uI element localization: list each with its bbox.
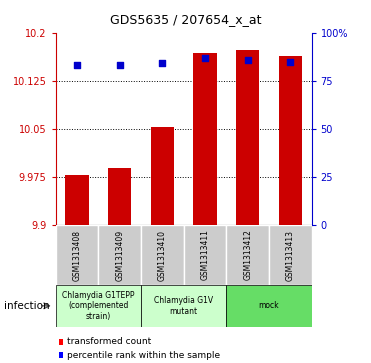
Bar — [59, 339, 63, 345]
Bar — [141, 225, 184, 285]
Bar — [56, 225, 98, 285]
Point — [202, 55, 208, 61]
Bar — [151, 127, 174, 225]
Text: Chlamydia G1TEPP
(complemented
strain): Chlamydia G1TEPP (complemented strain) — [62, 291, 135, 321]
Text: transformed count: transformed count — [67, 338, 151, 346]
Bar — [226, 285, 312, 327]
Text: mock: mock — [259, 301, 279, 310]
Text: GSM1313411: GSM1313411 — [200, 229, 210, 281]
Point — [74, 62, 80, 68]
Point — [244, 57, 250, 62]
Bar — [98, 225, 141, 285]
Bar — [184, 225, 226, 285]
Bar — [193, 53, 217, 225]
Bar — [59, 352, 63, 358]
Bar — [279, 56, 302, 225]
Bar — [269, 225, 312, 285]
Text: GSM1313410: GSM1313410 — [158, 229, 167, 281]
Bar — [226, 225, 269, 285]
Text: Chlamydia G1V
mutant: Chlamydia G1V mutant — [154, 296, 213, 315]
Bar — [108, 168, 131, 225]
Text: percentile rank within the sample: percentile rank within the sample — [67, 351, 220, 359]
Point — [287, 59, 293, 65]
Point — [116, 62, 122, 68]
Bar — [56, 285, 141, 327]
Text: GSM1313413: GSM1313413 — [286, 229, 295, 281]
Text: GSM1313409: GSM1313409 — [115, 229, 124, 281]
Bar — [141, 285, 226, 327]
Text: infection: infection — [4, 301, 49, 311]
Point — [159, 61, 165, 66]
Text: GSM1313408: GSM1313408 — [72, 229, 82, 281]
Text: GSM1313412: GSM1313412 — [243, 229, 252, 281]
Bar — [236, 50, 259, 225]
Bar — [65, 175, 89, 225]
Text: GDS5635 / 207654_x_at: GDS5635 / 207654_x_at — [110, 13, 261, 26]
